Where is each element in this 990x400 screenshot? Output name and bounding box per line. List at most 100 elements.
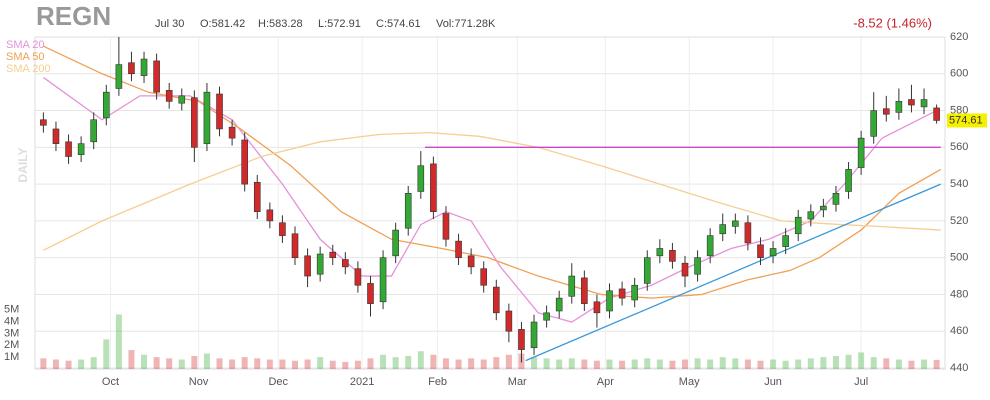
candle-body [618, 288, 626, 299]
volume-bar [556, 359, 563, 369]
volume-bar [442, 358, 449, 369]
volume-bar [707, 359, 714, 369]
ticker: REGN [36, 1, 111, 31]
x-tick-label: Apr [597, 376, 614, 388]
volume-text: Vol:771.28K [436, 18, 496, 30]
candle-body [191, 97, 198, 148]
volume-bar [832, 355, 839, 369]
volume-tick-label: 5M [4, 304, 19, 316]
volume-bar [417, 351, 424, 369]
candle-body [719, 224, 727, 235]
candle-body [40, 119, 47, 126]
volume-bar [895, 359, 902, 369]
candle-body [342, 259, 349, 268]
candle-body [253, 181, 261, 212]
volume-bar [52, 359, 59, 369]
volume-bar [493, 357, 500, 369]
timeframe: DAILY [16, 148, 30, 183]
x-tick-label: Oct [102, 376, 119, 388]
candle-body [480, 268, 488, 286]
candle-body [65, 141, 72, 157]
volume-bar [329, 360, 336, 369]
volume-bar [405, 355, 412, 369]
candle-body [417, 165, 425, 192]
candle-body [820, 205, 827, 211]
volume-bar [354, 360, 361, 369]
volume-bar [870, 357, 877, 369]
candle-body [895, 101, 903, 113]
volume-bar [468, 358, 475, 369]
candle-body [568, 275, 576, 297]
candle-body [744, 222, 752, 244]
candle-body [77, 143, 85, 155]
candle-body [203, 91, 211, 144]
volume-tick-label: 1M [4, 351, 19, 363]
layer-text: 440 460 480 500 520 540 560 580 600 620 Oct Nov Dec 2… [4, 31, 987, 388]
candle-body [52, 128, 60, 144]
candle-body [845, 169, 852, 192]
candle-body [442, 213, 450, 240]
price-tag-label: 574.61 [949, 114, 983, 126]
volume-bar [203, 353, 210, 369]
sma-line [43, 45, 942, 299]
y-tick-label: 480 [950, 288, 968, 300]
candle-body [593, 301, 601, 314]
candle-body [304, 255, 311, 277]
volume-bar [606, 359, 613, 369]
candle-body [392, 229, 399, 257]
candle-body [354, 268, 362, 286]
candle-body [832, 193, 840, 205]
candle-body [467, 255, 475, 268]
volume-bar [166, 358, 173, 369]
candle-body [178, 95, 186, 104]
volume-bar [279, 359, 286, 369]
volume-bar [266, 359, 273, 369]
candle-body [669, 250, 676, 262]
volume-bar [455, 359, 462, 369]
candle-body [681, 262, 689, 277]
candle-body [870, 110, 878, 137]
volume-bar [933, 359, 940, 369]
volume-bar [241, 357, 248, 369]
candle-body [933, 107, 940, 121]
volume-bar [78, 359, 85, 369]
volume-bar [858, 352, 865, 369]
candle-body [555, 297, 563, 312]
y-tick-label: 500 [950, 252, 968, 264]
candle-body [920, 99, 928, 108]
candle-body [656, 248, 664, 257]
candle-body [128, 62, 135, 75]
volume-bar [392, 357, 399, 369]
x-tick-label: May [679, 376, 700, 388]
volume-bar [719, 357, 726, 369]
volume-bar [229, 359, 236, 369]
y-tick-label: 620 [950, 31, 968, 43]
layer-grid [34, 36, 946, 370]
volume-bar [178, 359, 185, 369]
y-tick-label: 580 [950, 104, 968, 116]
candle-body [757, 244, 764, 258]
date: Jul 30 [155, 18, 184, 30]
volume-bar [531, 357, 538, 369]
high-text: H:583.28 [258, 18, 303, 30]
volume-bar [682, 359, 688, 369]
volume-bar [568, 358, 575, 369]
candle-body [279, 222, 286, 236]
candle-body [165, 90, 173, 102]
volume-tick-label: 2M [4, 339, 19, 351]
volume-bar [921, 359, 928, 369]
candle-body [329, 251, 337, 258]
candle-body [530, 321, 538, 349]
candle-body [505, 310, 513, 332]
volume-bar [254, 358, 261, 369]
x-tick-label: 2021 [350, 376, 374, 388]
layer-sma [43, 45, 942, 362]
price-tag [947, 113, 987, 128]
candle-body [581, 277, 588, 304]
candle-body [115, 64, 123, 89]
volume-bar [543, 358, 550, 369]
candle-body [153, 60, 160, 93]
volume-bar [883, 358, 890, 369]
x-tick-label: Mar [508, 376, 527, 388]
